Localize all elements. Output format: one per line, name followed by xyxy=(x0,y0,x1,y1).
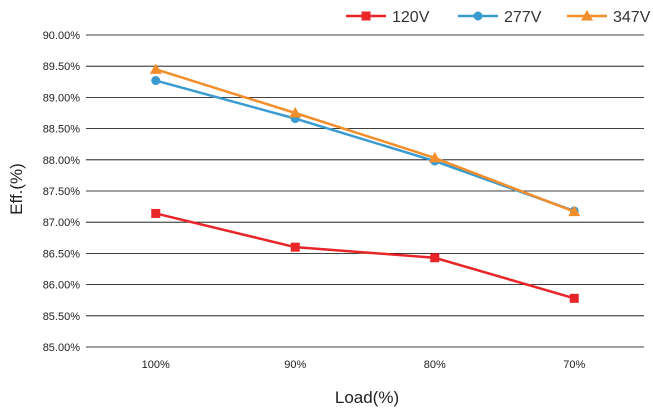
series-347v xyxy=(149,63,581,217)
series-120v xyxy=(151,208,579,303)
legend-item-347v: 347V xyxy=(567,9,651,26)
x-tick-label: 80% xyxy=(424,359,446,371)
y-tick-label: 89.00% xyxy=(43,92,81,104)
y-tick-label: 85.00% xyxy=(43,342,81,354)
legend-item-120v: 120V xyxy=(346,9,430,26)
series-line xyxy=(155,68,575,213)
y-tick-label: 87.50% xyxy=(43,186,81,198)
y-tick-label: 88.50% xyxy=(43,124,81,136)
y-tick-label: 88.00% xyxy=(43,155,81,167)
series-line xyxy=(155,79,575,213)
data-point xyxy=(430,253,440,263)
series-277v xyxy=(151,76,579,216)
x-tick-label: 90% xyxy=(284,359,306,371)
data-point xyxy=(569,293,579,303)
x-tick-label: 100% xyxy=(142,359,170,371)
data-point xyxy=(290,242,300,252)
y-axis-ticks: 85.00% 85.50% 86.00% 86.50% 87.00% 87.50% 88.0… xyxy=(43,30,81,354)
y-tick-label: 86.00% xyxy=(43,280,81,292)
data-point xyxy=(289,107,302,118)
x-axis-title: Load(%) xyxy=(335,388,399,407)
legend-item-277v: 277V xyxy=(458,9,542,26)
legend-marker xyxy=(581,10,593,21)
data-point xyxy=(568,205,581,217)
grid xyxy=(86,34,644,348)
legend: 120V 277V 347V xyxy=(346,9,651,26)
legend-label: 347V xyxy=(613,9,651,26)
x-tick-label: 70% xyxy=(563,359,585,371)
legend-label: 277V xyxy=(504,9,542,26)
x-axis-ticks: 100% 90% 80% 70% xyxy=(142,359,586,371)
y-tick-label: 85.50% xyxy=(43,311,81,323)
y-tick-label: 90.00% xyxy=(43,30,81,42)
y-tick-label: 89.50% xyxy=(43,61,81,73)
series-group xyxy=(149,63,581,303)
data-point xyxy=(151,208,161,218)
y-tick-label: 86.50% xyxy=(43,248,81,260)
data-point xyxy=(428,151,441,163)
legend-marker xyxy=(473,11,483,21)
legend-label: 120V xyxy=(392,9,430,26)
y-axis-title: Eff.(%) xyxy=(7,163,26,215)
data-point xyxy=(151,76,161,86)
data-point xyxy=(149,63,162,74)
series-line xyxy=(155,212,575,300)
y-tick-label: 87.00% xyxy=(43,217,81,229)
legend-marker xyxy=(361,11,371,21)
